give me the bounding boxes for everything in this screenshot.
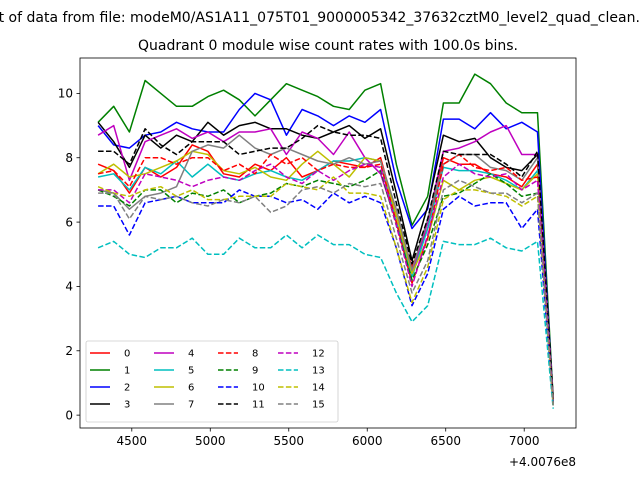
y-tick-label: 4	[65, 280, 73, 294]
series-line-2	[97, 92, 554, 403]
legend-label-0: 0	[124, 349, 130, 360]
y-tick-label: 2	[65, 344, 73, 358]
series-line-3	[97, 121, 554, 403]
series-line-8	[97, 153, 554, 403]
y-tick-label: 0	[65, 408, 73, 422]
x-tick-label: 5000	[195, 434, 226, 448]
series-line-4	[97, 124, 554, 403]
legend-label-11: 11	[252, 400, 265, 411]
plot-frame	[79, 57, 577, 429]
legend-label-14: 14	[312, 383, 325, 394]
series-line-12	[98, 163, 554, 403]
series-line-9	[97, 169, 554, 403]
x-tick-label: 6000	[352, 434, 383, 448]
legend-label-8: 8	[252, 349, 258, 360]
legend-label-4: 4	[188, 349, 194, 360]
legend-label-1: 1	[124, 366, 130, 377]
series-line-1	[97, 73, 554, 400]
legend-box	[85, 340, 339, 423]
legend-label-12: 12	[312, 349, 325, 360]
x-axis: 4500 5000 5500 6000 6500 7000	[117, 428, 540, 448]
legend-label-7: 7	[188, 400, 194, 411]
legend-label-9: 9	[252, 366, 258, 377]
axes-title: Quadrant 0 module wise count rates with …	[138, 38, 518, 54]
y-tick-label: 10	[58, 87, 73, 101]
x-tick-label: 7000	[509, 434, 540, 448]
y-axis: 0 2 4 6 8 10	[58, 87, 80, 422]
legend-label-15: 15	[312, 400, 325, 411]
figure-suptitle: Plot of data from file: modeM0/AS1A11_07…	[0, 10, 640, 26]
series-line-7	[97, 134, 554, 403]
x-tick-label: 6500	[430, 434, 461, 448]
series-line-11	[98, 124, 554, 400]
legend-label-6: 6	[188, 383, 194, 394]
series-line-5	[97, 156, 554, 406]
y-tick-label: 6	[65, 215, 73, 229]
legend-label-2: 2	[124, 383, 130, 394]
legend-label-5: 5	[188, 366, 194, 377]
legend-label-3: 3	[124, 400, 130, 411]
y-tick-label: 8	[65, 151, 73, 165]
x-tick-label: 5500	[273, 434, 304, 448]
series-line-15	[98, 179, 554, 406]
series-line-14	[97, 176, 554, 406]
legend-label-10: 10	[252, 383, 265, 394]
legend-label-13: 13	[312, 366, 325, 377]
series-line-6	[97, 150, 554, 403]
x-axis-offset-text: +4.0076e8	[509, 455, 576, 469]
x-tick-label: 4500	[117, 434, 148, 448]
series-layer	[97, 73, 554, 409]
series-line-13	[97, 234, 554, 409]
